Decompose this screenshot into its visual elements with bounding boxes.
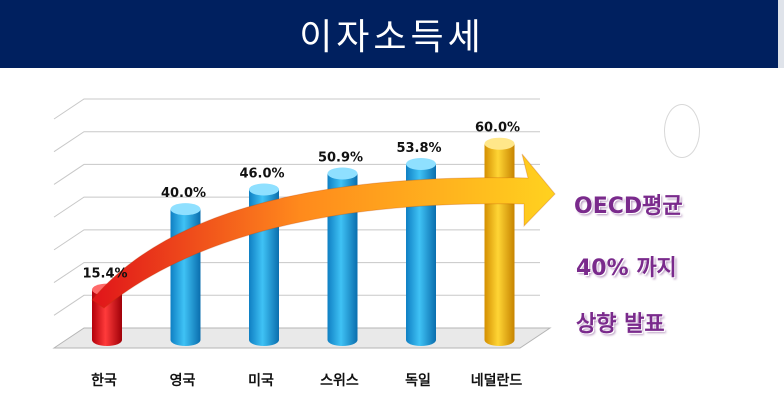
empty-oval-shape	[664, 104, 700, 158]
chart-floor	[52, 327, 552, 349]
bar-top	[327, 167, 358, 180]
bar-body	[484, 143, 515, 346]
note-up-to-40: 40% 까지	[576, 256, 677, 281]
value-label: 53.8%	[396, 141, 441, 156]
category-label: 한국	[91, 373, 117, 389]
grid-line	[53, 98, 540, 120]
category-label: 스위스	[320, 373, 359, 389]
grid-line	[53, 294, 540, 316]
category-labels: 한국 영국 미국 스위스 독일 네덜란드	[91, 372, 522, 389]
note-raise-announced: 상향 발표	[576, 312, 665, 337]
value-labels: 15.4% 40.0% 46.0% 50.9% 53.8% 60.0%	[82, 121, 520, 282]
bar-4	[327, 167, 358, 346]
grid-line	[53, 163, 540, 185]
bar-chart: 15.4% 40.0% 46.0% 50.9% 53.8% 60.0% 한국 영국 미국 스위스…	[52, 98, 556, 389]
trend-arrow	[91, 153, 556, 309]
category-label: 영국	[170, 372, 196, 389]
category-label: 네덜란드	[471, 372, 523, 389]
bar-body	[406, 163, 436, 346]
trend-arrow-shape	[91, 153, 556, 309]
note-oecd-average: OECD평균	[574, 194, 683, 219]
value-label: 46.0%	[239, 167, 284, 182]
bar-body	[327, 173, 358, 346]
chart-floor-plane	[52, 327, 552, 349]
chart-grid	[53, 98, 540, 316]
value-label: 60.0%	[475, 121, 520, 136]
bar-top	[170, 203, 201, 216]
bar-top	[484, 137, 515, 150]
bar-top	[249, 183, 279, 196]
value-label: 15.4%	[82, 267, 127, 282]
category-label: 미국	[248, 373, 274, 389]
value-label: 40.0%	[161, 186, 206, 201]
title-bar: 이자소득세	[0, 0, 784, 68]
value-label: 50.9%	[318, 150, 363, 165]
bar-top	[406, 157, 436, 170]
grid-line	[53, 131, 540, 153]
bar-5	[406, 157, 436, 346]
page-title: 이자소득세	[299, 17, 485, 58]
grid-line	[53, 229, 540, 251]
bar-6	[484, 137, 515, 346]
bar-2	[170, 203, 201, 346]
chart-bars	[92, 137, 515, 346]
category-label: 독일	[405, 373, 431, 389]
grid-line	[53, 262, 540, 283]
title-bar-edge	[778, 0, 784, 68]
